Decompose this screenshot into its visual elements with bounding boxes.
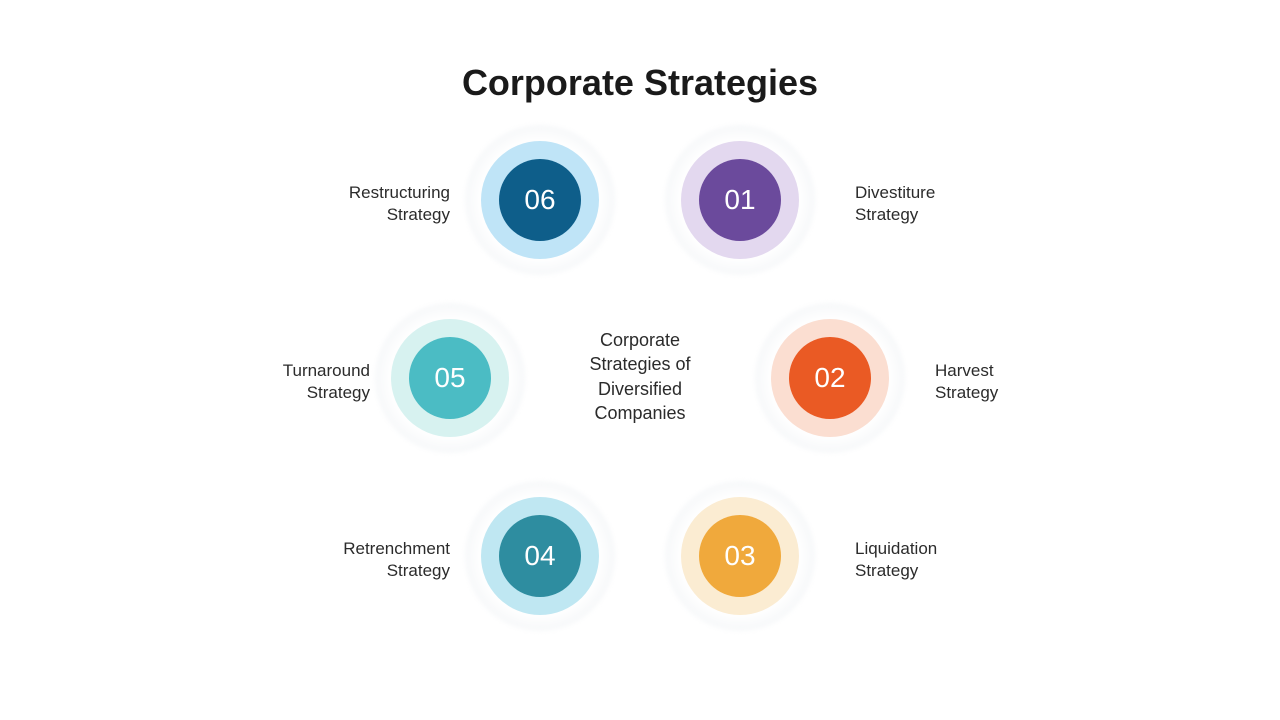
node-core: 01 (699, 159, 781, 241)
node-label-03: LiquidationStrategy (855, 538, 1005, 582)
node-label-02: HarvestStrategy (935, 360, 1085, 404)
node-label-04: RetrenchmentStrategy (300, 538, 450, 582)
strategy-node-03: 03 (681, 497, 799, 615)
slide-title: Corporate Strategies (0, 62, 1280, 104)
node-core: 03 (699, 515, 781, 597)
node-number: 01 (724, 184, 755, 216)
slide: Corporate Strategies CorporateStrategies… (0, 0, 1280, 720)
node-number: 06 (524, 184, 555, 216)
center-label: CorporateStrategies ofDiversifiedCompani… (550, 328, 730, 425)
node-number: 02 (814, 362, 845, 394)
node-label-05: TurnaroundStrategy (220, 360, 370, 404)
node-label-06: RestructuringStrategy (300, 182, 450, 226)
strategy-node-04: 04 (481, 497, 599, 615)
strategy-node-05: 05 (391, 319, 509, 437)
node-core: 06 (499, 159, 581, 241)
node-number: 05 (434, 362, 465, 394)
node-number: 04 (524, 540, 555, 572)
node-core: 02 (789, 337, 871, 419)
node-core: 04 (499, 515, 581, 597)
node-core: 05 (409, 337, 491, 419)
node-number: 03 (724, 540, 755, 572)
node-label-01: DivestitureStrategy (855, 182, 1005, 226)
strategy-node-06: 06 (481, 141, 599, 259)
strategy-node-01: 01 (681, 141, 799, 259)
strategy-node-02: 02 (771, 319, 889, 437)
